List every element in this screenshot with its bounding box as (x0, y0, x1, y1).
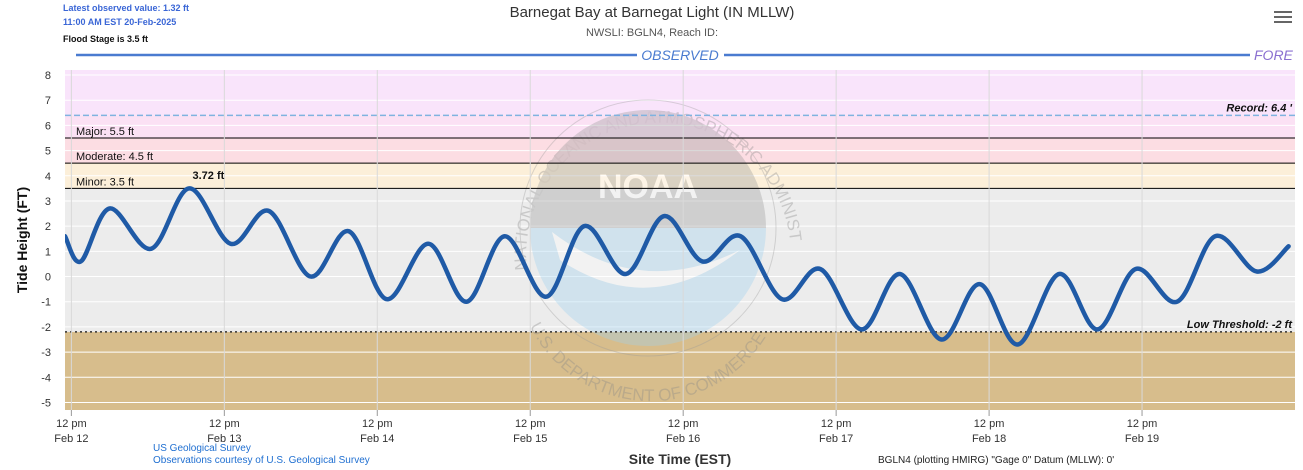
y-tick-label: 1 (45, 246, 51, 258)
observed-label: OBSERVED (641, 47, 719, 63)
x-tick-label-time: 12 pm (56, 418, 87, 430)
x-tick-label-time: 12 pm (668, 418, 699, 430)
x-tick-label-date: Feb 16 (666, 433, 700, 445)
x-tick-label-date: Feb 17 (819, 433, 853, 445)
x-tick-label-time: 12 pm (1127, 418, 1158, 430)
x-tick-label-time: 12 pm (515, 418, 546, 430)
credit-observations[interactable]: Observations courtesy of U.S. Geological… (153, 455, 370, 466)
y-tick-label: -1 (41, 297, 51, 309)
peak-value-label: 3.72 ft (192, 170, 224, 182)
threshold-label-major: Major: 5.5 ft (76, 126, 134, 138)
x-tick-label-time: 12 pm (362, 418, 393, 430)
threshold-label-minor: Minor: 3.5 ft (76, 176, 134, 188)
y-tick-label: -3 (41, 347, 51, 359)
x-tick-label-time: 12 pm (209, 418, 240, 430)
x-tick-label-date: Feb 14 (360, 433, 394, 445)
threshold-label-record: Record: 6.4 ' (1226, 102, 1292, 114)
x-tick-label-date: Feb 19 (1125, 433, 1159, 445)
tide-series-line (65, 186, 1291, 347)
y-tick-label: 6 (45, 120, 51, 132)
datum-note: BGLN4 (plotting HMIRG) "Gage 0" Datum (M… (878, 455, 1114, 466)
forecast-label: FORE (1254, 47, 1294, 63)
plot-area: NOAA NATIONAL OCEANIC AND ATMOSPHERIC AD… (65, 70, 1295, 410)
y-tick-label: 4 (45, 171, 51, 183)
observed-time: 11:00 AM EST 20-Feb-2025 (63, 17, 176, 27)
x-axis-label: Site Time (EST) (629, 451, 731, 467)
y-tick-label: 7 (45, 95, 51, 107)
x-tick-label-date: Feb 12 (54, 433, 88, 445)
chart-menu-button[interactable] (1272, 8, 1294, 26)
chart-title: Barnegat Bay at Barnegat Light (IN MLLW) (510, 4, 795, 21)
threshold-label-moderate: Moderate: 4.5 ft (76, 151, 153, 163)
y-tick-label: 8 (45, 70, 51, 82)
y-tick-label: 3 (45, 196, 51, 208)
flood-stage-note: Flood Stage is 3.5 ft (63, 34, 148, 44)
x-tick-label-date: Feb 13 (207, 433, 241, 445)
y-tick-label: -5 (41, 397, 51, 409)
stage-band-0 (65, 70, 1295, 116)
credit-usgs[interactable]: US Geological Survey (153, 443, 251, 454)
y-tick-label: -2 (41, 322, 51, 334)
y-tick-label: 0 (45, 272, 51, 284)
latest-observed-value: Latest observed value: 1.32 ft (63, 3, 189, 13)
y-tick-label: -4 (41, 372, 51, 384)
x-tick-label-time: 12 pm (821, 418, 852, 430)
y-tick-label: 2 (45, 221, 51, 233)
hamburger-menu-icon (1274, 11, 1292, 13)
y-axis-label: Tide Height (FT) (14, 187, 30, 293)
x-tick-label-date: Feb 15 (513, 433, 547, 445)
noaa-watermark-center-text: NOAA (598, 168, 698, 206)
x-tick-label-time: 12 pm (974, 418, 1005, 430)
threshold-label-low: Low Threshold: -2 ft (1187, 319, 1293, 331)
stage-band-5 (65, 331, 1295, 410)
chart-subtitle: NWSLI: BGLN4, Reach ID: (586, 27, 718, 39)
stage-band-1 (65, 115, 1295, 138)
x-tick-label-date: Feb 18 (972, 433, 1006, 445)
y-tick-label: 5 (45, 146, 51, 158)
